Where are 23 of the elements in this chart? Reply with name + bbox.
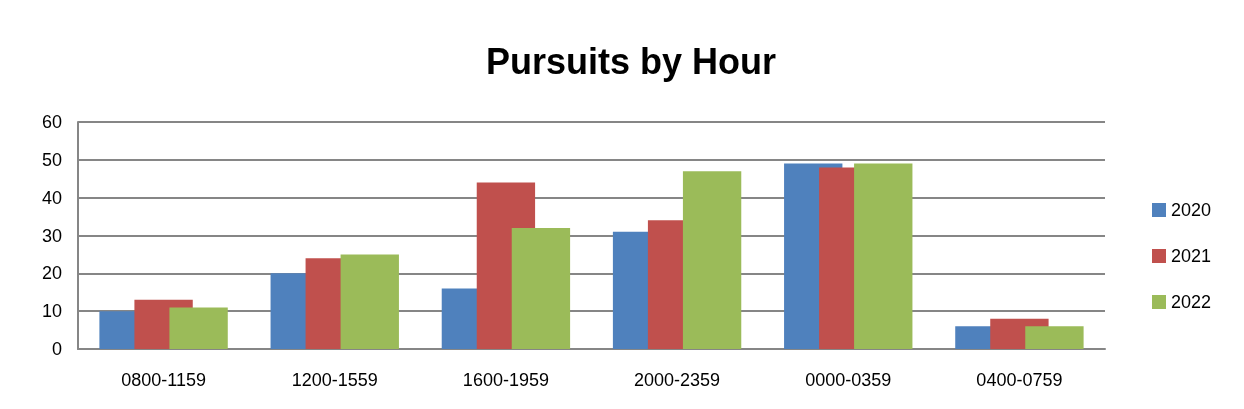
legend-label: 2020 <box>1171 200 1212 220</box>
y-tick-label: 30 <box>41 225 62 246</box>
x-tick-label: 0800-1159 <box>121 370 206 390</box>
y-tick-label: 0 <box>51 339 62 359</box>
chart-title: Pursuits by Hour <box>485 40 777 82</box>
y-tick-label: 40 <box>41 187 62 208</box>
y-tick-label: 60 <box>41 112 62 132</box>
legend-label: 2021 <box>1171 246 1212 266</box>
bar <box>682 171 742 349</box>
x-tick-label: 0400-0759 <box>976 370 1063 390</box>
y-tick-label: 50 <box>41 149 62 170</box>
y-tick-label: 20 <box>41 263 62 284</box>
bar <box>1025 326 1084 349</box>
x-tick-label: 2000-2359 <box>634 370 721 390</box>
bar <box>511 227 571 349</box>
bar <box>169 307 228 349</box>
y-tick-label: 10 <box>41 301 62 322</box>
x-tick-label: 1200-1559 <box>291 370 378 390</box>
bar <box>854 163 913 349</box>
legend-label: 2022 <box>1171 292 1212 312</box>
x-tick-label: 1600-1959 <box>462 370 549 390</box>
x-tick-label: 0000-0359 <box>805 370 892 390</box>
bar <box>340 254 399 349</box>
